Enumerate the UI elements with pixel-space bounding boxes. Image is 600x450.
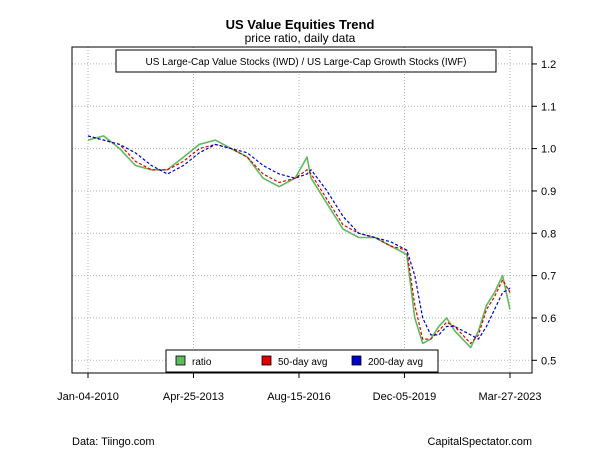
x-tick-label: Dec-05-2019: [373, 391, 437, 403]
y-tick-label: 0.9: [541, 186, 556, 198]
y-tick-label: 0.8: [541, 228, 556, 240]
series-line-3: [87, 135, 511, 340]
annotation-frame: [115, 49, 497, 73]
legend: ratio 50-day avg 200-day avg: [165, 349, 439, 373]
x-tick-label: Apr-25-2013: [163, 391, 224, 403]
y-tick-label: 1.1: [541, 101, 556, 113]
series-line-2: [87, 135, 511, 344]
x-tick-label: Mar-27-2023: [479, 391, 542, 403]
series-layer: [87, 135, 511, 349]
x-tick-label: Aug-15-2016: [267, 391, 331, 403]
y-tick-label: 1.0: [541, 144, 556, 156]
legend-label-1: ratio: [192, 357, 212, 368]
chart-subtitle: price ratio, daily data: [245, 31, 356, 45]
chart-title: US Value Equities Trend: [226, 17, 375, 32]
legend-swatch-2: [261, 355, 272, 366]
y-axis: 0.5 0.6 0.7 0.8 0.9 1.0 1.1 1.2: [532, 59, 556, 367]
x-axis: Jan-04-2010 Apr-25-2013 Aug-15-2016 Dec-05-…: [57, 373, 541, 403]
y-tick-label: 0.7: [541, 271, 556, 283]
series-line-1: [87, 135, 511, 349]
grid: [72, 47, 532, 373]
legend-frame: [165, 349, 439, 373]
annotation-box: US Large-Cap Value Stocks (IWD) / US Lar…: [115, 49, 497, 73]
x-tick-label: Jan-04-2010: [57, 391, 119, 403]
legend-label-3: 200-day avg: [368, 357, 423, 368]
y-tick-label: 1.2: [541, 59, 556, 71]
y-tick-label: 0.6: [541, 313, 556, 325]
footer-site: CapitalSpectator.com: [427, 436, 532, 448]
plot-frame: [71, 46, 533, 374]
footer-source: Data: Tiingo.com: [72, 436, 155, 448]
y-tick-label: 0.5: [541, 355, 556, 367]
legend-swatch-1: [175, 355, 186, 366]
legend-label-2: 50-day avg: [278, 357, 327, 368]
annotation-text: US Large-Cap Value Stocks (IWD) / US Lar…: [145, 57, 466, 68]
legend-swatch-3: [351, 355, 362, 366]
